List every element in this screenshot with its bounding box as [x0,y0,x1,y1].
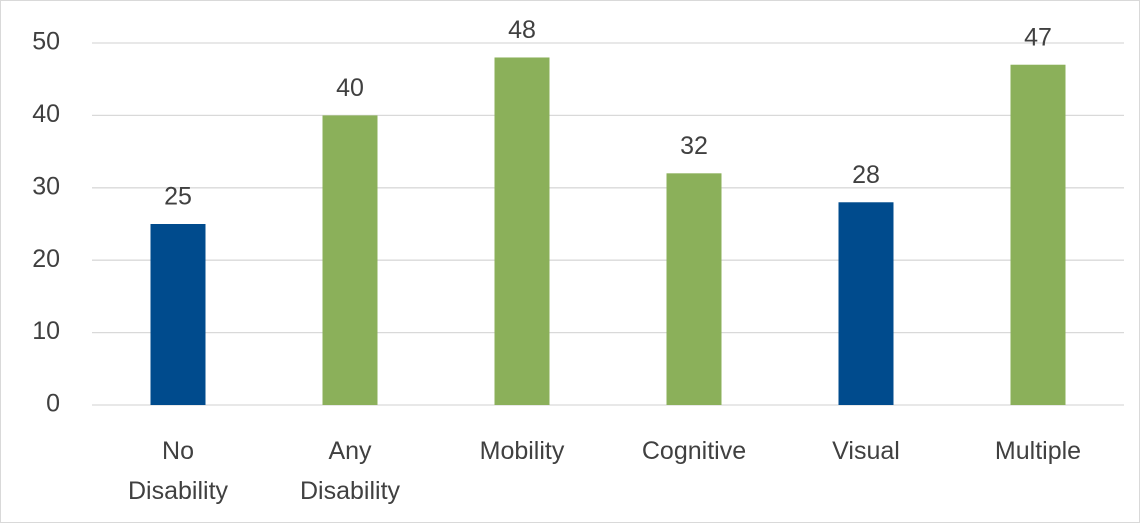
y-tick-label: 20 [32,245,60,273]
x-tick-label-line: Mobility [480,437,565,465]
x-tick-label: Any Disability [300,437,401,505]
bar [150,224,206,405]
data-label: 28 [852,161,880,189]
bar [838,202,894,405]
y-tick-label: 0 [46,390,60,418]
bar [322,115,378,406]
data-label: 32 [680,132,708,160]
x-tick-label-line: Any [328,437,372,465]
x-tick-label-line: Disability [300,477,401,505]
bar [494,57,550,405]
bar [666,173,722,405]
data-label: 25 [164,183,192,211]
y-tick-label: 40 [32,100,60,128]
y-tick-label: 50 [32,28,60,56]
x-tick-label: No Disability [128,437,229,505]
x-tick-label-line: No [162,437,194,465]
x-tick-label-line: Disability [128,477,229,505]
y-tick-label: 30 [32,172,60,200]
data-label: 47 [1024,23,1052,51]
x-tick-label: Mobility [480,437,565,465]
x-tick-label-line: Cognitive [642,437,746,465]
x-tick-label-line: Multiple [995,437,1081,465]
data-label: 48 [508,16,536,44]
x-tick-label: Visual [832,437,900,465]
x-tick-label: Multiple [995,437,1081,465]
x-tick-label: Cognitive [642,437,746,465]
data-label: 40 [336,74,364,102]
y-tick-label: 10 [32,317,60,345]
bar [1010,64,1066,405]
x-tick-label-line: Visual [832,437,900,465]
